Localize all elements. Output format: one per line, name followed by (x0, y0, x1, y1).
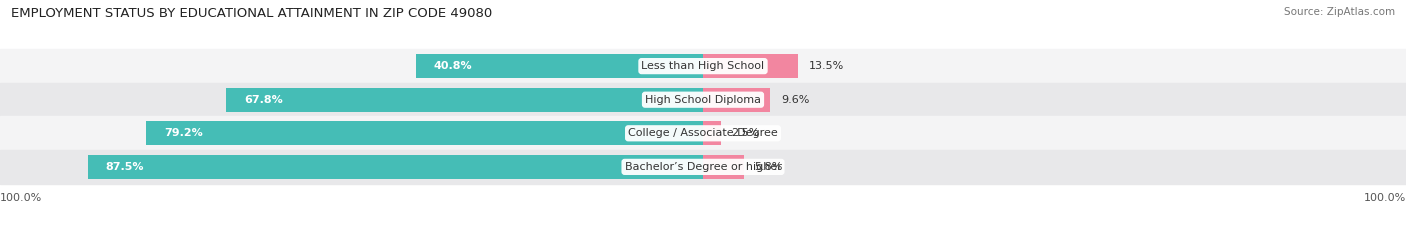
Bar (703, 88, 770, 112)
Text: 40.8%: 40.8% (434, 61, 472, 71)
Text: 67.8%: 67.8% (245, 95, 283, 105)
Text: EMPLOYMENT STATUS BY EDUCATIONAL ATTAINMENT IN ZIP CODE 49080: EMPLOYMENT STATUS BY EDUCATIONAL ATTAINM… (11, 7, 492, 20)
Bar (87, 155, 703, 179)
Text: 87.5%: 87.5% (105, 162, 143, 172)
Text: Bachelor’s Degree or higher: Bachelor’s Degree or higher (624, 162, 782, 172)
Text: 100.0%: 100.0% (1364, 193, 1406, 203)
Bar (0, 83, 1406, 116)
Bar (703, 155, 744, 179)
Text: 5.8%: 5.8% (754, 162, 783, 172)
Bar (703, 54, 799, 78)
Text: Source: ZipAtlas.com: Source: ZipAtlas.com (1284, 7, 1395, 17)
Text: College / Associate Degree: College / Associate Degree (628, 128, 778, 138)
Text: 9.6%: 9.6% (782, 95, 810, 105)
Text: High School Diploma: High School Diploma (645, 95, 761, 105)
Bar (146, 121, 703, 145)
Text: 79.2%: 79.2% (163, 128, 202, 138)
Bar (703, 121, 721, 145)
Text: Less than High School: Less than High School (641, 61, 765, 71)
Bar (0, 116, 1406, 150)
Bar (416, 54, 703, 78)
Text: 2.5%: 2.5% (731, 128, 759, 138)
Bar (226, 88, 703, 112)
Text: 13.5%: 13.5% (808, 61, 844, 71)
Bar (0, 49, 1406, 83)
Text: 100.0%: 100.0% (0, 193, 42, 203)
Bar (0, 150, 1406, 184)
